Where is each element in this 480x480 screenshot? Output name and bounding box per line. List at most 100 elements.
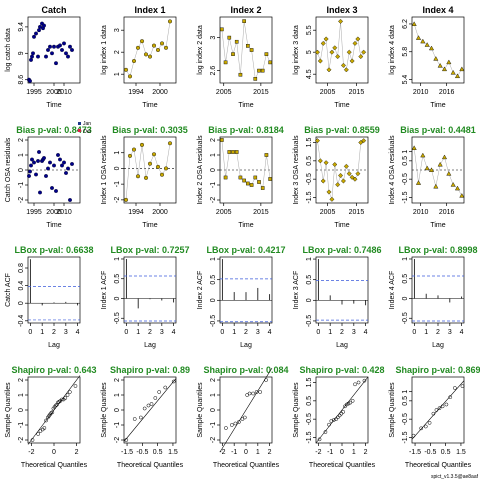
data-point — [139, 142, 144, 147]
qq-point — [460, 384, 465, 389]
x-tick-label: 1994 — [128, 209, 144, 216]
qq-point — [346, 401, 351, 406]
data-point — [54, 189, 58, 193]
qq-point — [329, 419, 334, 423]
qq-point — [42, 426, 47, 430]
qq-point — [452, 386, 457, 390]
data-point — [220, 27, 224, 32]
x-tick-label: 1.5 — [456, 449, 466, 456]
x-tick-label: -0.5 — [424, 449, 436, 456]
y-tick-label: 1 — [114, 393, 121, 397]
x-tick-label: 2005 — [46, 209, 62, 216]
data-point — [323, 36, 329, 42]
y-axis-label: log catch data — [5, 28, 12, 72]
panel-19: Shapiro p-val: 0.428 -2 -1 0 1 2 -1.5 -0.5 0.5 1.… — [293, 365, 385, 469]
data-point — [29, 163, 33, 168]
data-point — [317, 158, 323, 164]
x-tick-label: 1995 — [26, 209, 42, 216]
x-axis-label: Time — [334, 222, 349, 229]
qq-point — [431, 411, 436, 416]
data-point — [424, 42, 430, 47]
data-point — [38, 190, 42, 195]
data-point — [34, 31, 38, 36]
data-point — [68, 198, 72, 202]
y-tick-label: -2 — [114, 437, 121, 443]
data-point — [454, 185, 461, 191]
x-tick-label: 2005 — [216, 89, 232, 96]
y-tick-label: 1 — [306, 257, 313, 261]
x-tick-label: 2016 — [439, 89, 455, 96]
y-tick-label: -1.5 — [402, 431, 409, 443]
data-point — [56, 153, 60, 157]
panel-title: Shapiro p-val: 0.869 — [395, 365, 480, 375]
panel-title: Index 3 — [326, 5, 357, 15]
qq-point — [65, 393, 70, 397]
plot-frame — [315, 16, 369, 84]
data-point — [163, 166, 168, 171]
y-tick-label: 0.5 — [402, 156, 409, 166]
y-tick-label: 0.5 — [306, 396, 313, 406]
y-axis-label: Index 2 OSA residuals — [197, 135, 204, 205]
data-point — [127, 74, 132, 79]
x-axis-label: Theoretical Quantiles — [21, 462, 88, 469]
qq-point — [67, 390, 72, 394]
panel-4: Index 3 2005 2015 4.5 5 5.5 Time log index 3 da… — [293, 5, 369, 109]
plot-frame — [123, 256, 177, 324]
data-point — [227, 150, 232, 154]
data-point — [415, 180, 422, 185]
y-tick-label: 5 — [306, 50, 313, 54]
x-tick-label: 2005 — [320, 209, 336, 216]
data-point — [68, 44, 72, 49]
data-point — [220, 138, 224, 142]
data-point — [64, 51, 68, 56]
data-point — [446, 171, 452, 176]
qq-point — [224, 426, 228, 430]
data-point — [30, 54, 34, 59]
data-point — [332, 45, 338, 51]
panel-title: LBox p-val: 0.7486 — [302, 245, 381, 255]
panel-20: Shapiro p-val: 0.869-1.5 -0.5 0.5 1.5-1.5-0… — [389, 365, 480, 469]
x-tick-label: 2 — [436, 329, 440, 336]
x-tick-label: -1.5 — [121, 449, 133, 456]
data-point — [411, 21, 417, 26]
data-point — [155, 164, 160, 169]
y-tick-label: 1 — [402, 257, 409, 261]
plot-frame — [411, 256, 465, 324]
y-axis-label: Index 4 OSA residuals — [389, 135, 396, 205]
data-point — [30, 157, 34, 162]
y-axis-label: Sample Quantiles — [101, 382, 108, 438]
data-point — [52, 44, 56, 49]
data-point — [314, 49, 320, 55]
data-point — [37, 28, 41, 33]
y-tick-label: 2 — [210, 138, 217, 142]
data-point — [257, 180, 261, 184]
panel-title: Index 1 — [134, 5, 165, 15]
data-point — [131, 147, 136, 152]
y-tick-label: 0 — [306, 298, 313, 302]
x-tick-label: 0.5 — [441, 449, 451, 456]
data-point — [28, 79, 32, 83]
legend-oct-swatch — [78, 129, 81, 132]
qq-point — [38, 429, 43, 433]
data-point — [227, 35, 232, 40]
data-point — [135, 45, 140, 50]
data-point — [264, 153, 269, 157]
data-point — [70, 48, 74, 52]
y-axis-label: Sample Quantiles — [389, 382, 396, 438]
data-point — [32, 34, 36, 39]
panel-title: Bias p-val: 0.8184 — [208, 125, 284, 135]
series-line — [125, 143, 171, 200]
data-point — [355, 36, 361, 42]
data-point — [28, 169, 32, 174]
x-axis-label: Time — [142, 102, 157, 109]
x-axis-label: Time — [430, 222, 445, 229]
y-tick-label: 2 — [210, 378, 217, 382]
y-tick-label: 3 — [114, 28, 121, 32]
y-tick-label: 5.4 — [402, 75, 409, 85]
qq-point — [132, 417, 137, 421]
qq-point — [423, 424, 428, 429]
x-tick-label: 3 — [64, 329, 68, 336]
y-tick-label: -2 — [18, 197, 25, 203]
